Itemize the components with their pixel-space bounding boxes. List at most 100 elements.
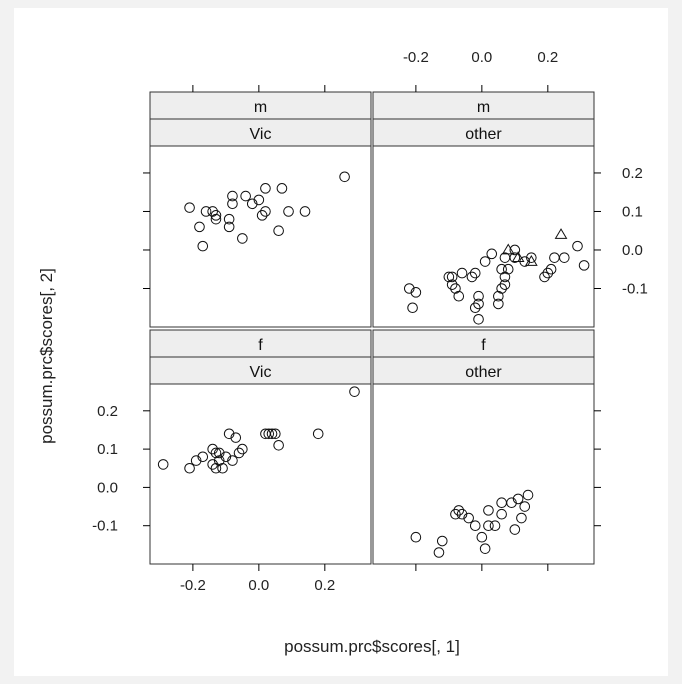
- data-point-triangle: [524, 255, 538, 266]
- data-point-triangle: [554, 228, 568, 239]
- data-point: [240, 190, 251, 202]
- strip-label-pop: other: [465, 126, 502, 143]
- data-point: [453, 290, 465, 302]
- data-point: [463, 512, 474, 524]
- strip-pop-3: [372, 356, 595, 385]
- data-point: [516, 512, 527, 524]
- data-point: [502, 263, 514, 275]
- data-point: [539, 271, 550, 283]
- data-point: [227, 190, 238, 202]
- strip-label-pop: Vic: [250, 126, 272, 143]
- data-point: [522, 489, 534, 501]
- data-point: [549, 252, 560, 263]
- data-point: [410, 531, 422, 543]
- data-point: [496, 497, 507, 509]
- strip-label-sex: m: [477, 99, 490, 116]
- data-point: [436, 535, 448, 547]
- data-point: [246, 198, 258, 210]
- data-point: [479, 543, 491, 554]
- strip-pop-2: [149, 356, 372, 385]
- strip-label-sex: m: [254, 99, 267, 116]
- data-point: [473, 313, 484, 325]
- data-point: [273, 225, 284, 237]
- data-point: [213, 447, 225, 459]
- data-point: [466, 271, 478, 283]
- data-point: [486, 248, 498, 260]
- data-point: [545, 263, 557, 275]
- data-point: [456, 267, 468, 279]
- data-point: [519, 501, 531, 512]
- data-point: [299, 206, 311, 217]
- data-point: [433, 547, 445, 558]
- panel-frame: [149, 383, 372, 565]
- data-point: [469, 520, 481, 532]
- x-tick-label: 0.0: [248, 577, 269, 594]
- data-point: [469, 302, 481, 314]
- data-point: [453, 505, 465, 516]
- data-point: [210, 213, 222, 225]
- data-point: [253, 194, 265, 206]
- data-point: [207, 443, 218, 455]
- panel-frame: [372, 145, 595, 328]
- data-point: [506, 497, 517, 509]
- data-point: [407, 302, 418, 314]
- y-tick-label: 0.1: [97, 441, 118, 458]
- y-tick-label-right: -0.1: [622, 280, 648, 297]
- data-point: [456, 508, 468, 520]
- data-point: [469, 267, 481, 279]
- data-point: [260, 183, 271, 194]
- data-point: [483, 505, 494, 516]
- data-point: [349, 386, 360, 397]
- data-point: [276, 183, 288, 194]
- data-point: [483, 520, 494, 532]
- data-point: [450, 508, 461, 520]
- data-point: [233, 447, 245, 459]
- data-point: [446, 271, 458, 283]
- y-tick-label: -0.1: [92, 518, 118, 535]
- data-point-triangle: [501, 243, 515, 255]
- data-point: [473, 290, 484, 302]
- data-point: [157, 459, 169, 470]
- panel-frame: [149, 145, 372, 328]
- y-tick-label-right: 0.1: [622, 203, 643, 220]
- data-point: [197, 451, 209, 463]
- data-point: [194, 221, 205, 233]
- data-point: [207, 459, 218, 470]
- data-point: [184, 462, 195, 474]
- data-point: [260, 206, 271, 217]
- x-tick-label: -0.2: [180, 577, 206, 594]
- data-point: [237, 233, 248, 244]
- data-point: [479, 256, 491, 267]
- data-point: [493, 298, 504, 310]
- data-point: [559, 252, 570, 263]
- data-point: [197, 240, 209, 252]
- data-point: [410, 287, 422, 298]
- data-point: [512, 493, 524, 505]
- y-tick-label-right: 0.0: [622, 242, 643, 259]
- data-point: [273, 439, 284, 451]
- data-point: [263, 428, 275, 440]
- data-point: [446, 279, 458, 290]
- x-tick-label: 0.2: [314, 577, 335, 594]
- data-point: [220, 451, 232, 463]
- strip-label-pop: Vic: [250, 364, 272, 381]
- strip-pop-1: [372, 118, 595, 147]
- data-point: [223, 213, 235, 225]
- y-tick-label-right: 0.2: [622, 165, 643, 182]
- data-point: [509, 252, 521, 263]
- strip-label-sex: f: [258, 337, 263, 354]
- data-point: [237, 443, 248, 455]
- strip-sex-0: [149, 91, 372, 120]
- data-point: [217, 462, 228, 474]
- x-axis-title: possum.prc$scores[, 1]: [284, 637, 460, 656]
- strip-sex-1: [372, 91, 595, 120]
- data-point: [256, 210, 268, 221]
- y-axis-title: possum.prc$scores[, 2]: [37, 268, 56, 444]
- data-point: [578, 260, 590, 271]
- y-tick-label: 0.2: [97, 403, 118, 420]
- data-point: [496, 283, 507, 294]
- data-point: [227, 198, 238, 210]
- data-point: [473, 298, 484, 310]
